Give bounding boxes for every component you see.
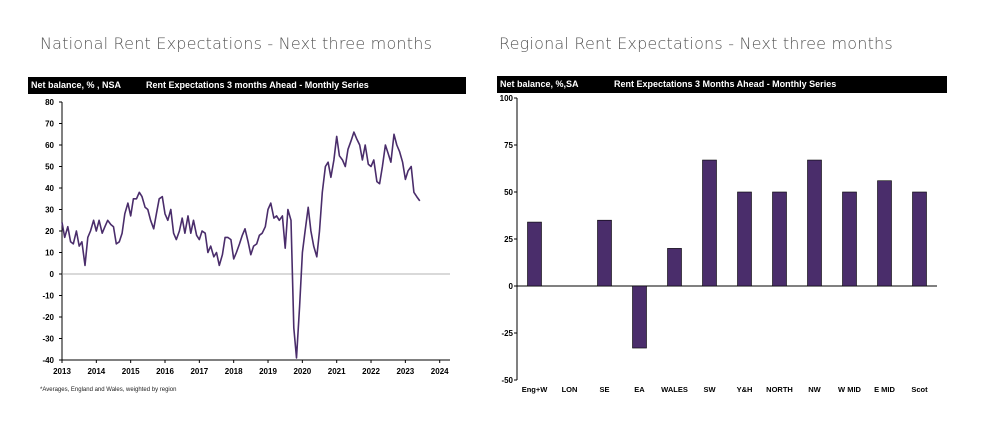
x-tick-label: 2016 — [156, 367, 174, 376]
bar — [807, 159, 822, 287]
x-tick-label: 2022 — [362, 367, 380, 376]
x-tick-label: SE — [599, 385, 609, 394]
bar — [667, 248, 682, 287]
y-tick-label: 0 — [509, 282, 514, 291]
y-tick-label: 0 — [50, 270, 55, 279]
y-tick-label: 60 — [45, 141, 54, 150]
y-tick-label: 40 — [45, 184, 54, 193]
y-tick-label: 20 — [45, 227, 54, 236]
regional-bar-chart: -50 -25 0 25 50 75 100 Eng+W LON SE EA WALES SW Y&H NO… — [500, 94, 937, 394]
x-tick-label: 2017 — [190, 367, 208, 376]
y-tick-label: 70 — [45, 120, 54, 129]
bar — [527, 221, 542, 287]
y-tick-label: 80 — [45, 98, 54, 107]
bar — [772, 191, 787, 287]
bar — [842, 191, 857, 287]
y-tick-label: -25 — [501, 329, 513, 338]
x-tick-label: 2024 — [431, 367, 449, 376]
national-title: National Rent Expectations - Next three … — [40, 34, 433, 53]
national-chart-header: Net balance, % , NSA Rent Expectations 3… — [28, 77, 466, 94]
national-line-chart: -40 -30 -20 -10 0 10 20 30 40 50 60 70 80 2013 2014 201… — [42, 98, 450, 376]
national-header-unit: Net balance, % , NSA — [31, 80, 122, 90]
x-tick-label: 2020 — [293, 367, 311, 376]
national-panel: National Rent Expectations - Next three … — [0, 0, 480, 423]
x-tick-label: E MID — [874, 385, 895, 394]
y-tick-label: -50 — [501, 376, 513, 385]
x-tick-label: 2021 — [328, 367, 346, 376]
bar — [737, 191, 752, 287]
y-tick-label: -20 — [42, 313, 54, 322]
bar — [597, 219, 612, 287]
regional-header-unit: Net balance, %,SA — [500, 79, 579, 89]
regional-chart-header: Net balance, %,SA Rent Expectations 3 Mo… — [497, 76, 947, 93]
x-tick-label: Eng+W — [522, 385, 549, 394]
x-tick-label: 2018 — [225, 367, 243, 376]
x-tick-label: 2014 — [87, 367, 105, 376]
y-tick-label: 10 — [45, 249, 54, 258]
x-tick-label: SW — [703, 385, 716, 394]
x-tick-label: WALES — [661, 385, 688, 394]
x-tick-label: EA — [634, 385, 645, 394]
rent-expectations-line — [61, 131, 421, 359]
regional-title: Regional Rent Expectations - Next three … — [499, 34, 893, 53]
x-tick-label: 2019 — [259, 367, 277, 376]
y-tick-label: 25 — [504, 235, 513, 244]
x-tick-label: 2013 — [53, 367, 71, 376]
x-tick-label: NORTH — [766, 385, 793, 394]
x-tick-label: 2023 — [396, 367, 414, 376]
x-tick-label: Y&H — [737, 385, 753, 394]
y-tick-label: -40 — [42, 356, 54, 365]
bar — [702, 159, 717, 287]
y-tick-label: -30 — [42, 335, 54, 344]
regional-panel: Regional Rent Expectations - Next three … — [480, 0, 991, 423]
bar — [632, 285, 647, 349]
y-tick-label: 50 — [45, 163, 54, 172]
x-tick-label: 2015 — [122, 367, 140, 376]
y-tick-label: 75 — [504, 141, 513, 150]
y-tick-label: 30 — [45, 206, 54, 215]
x-tick-label: W MID — [838, 385, 861, 394]
x-tick-label: NW — [808, 385, 821, 394]
x-tick-label: Scot — [911, 385, 928, 394]
y-tick-label: 50 — [504, 188, 513, 197]
bar — [912, 191, 927, 287]
national-header-title: Rent Expectations 3 months Ahead - Month… — [146, 80, 369, 90]
x-tick-label: LON — [562, 385, 578, 394]
bar — [877, 180, 892, 287]
y-tick-label: 100 — [500, 94, 514, 103]
y-tick-label: -10 — [42, 292, 54, 301]
regional-header-title: Rent Expectations 3 Months Ahead - Month… — [614, 79, 837, 89]
national-footnote: *Averages, England and Wales, weighted b… — [40, 387, 177, 393]
